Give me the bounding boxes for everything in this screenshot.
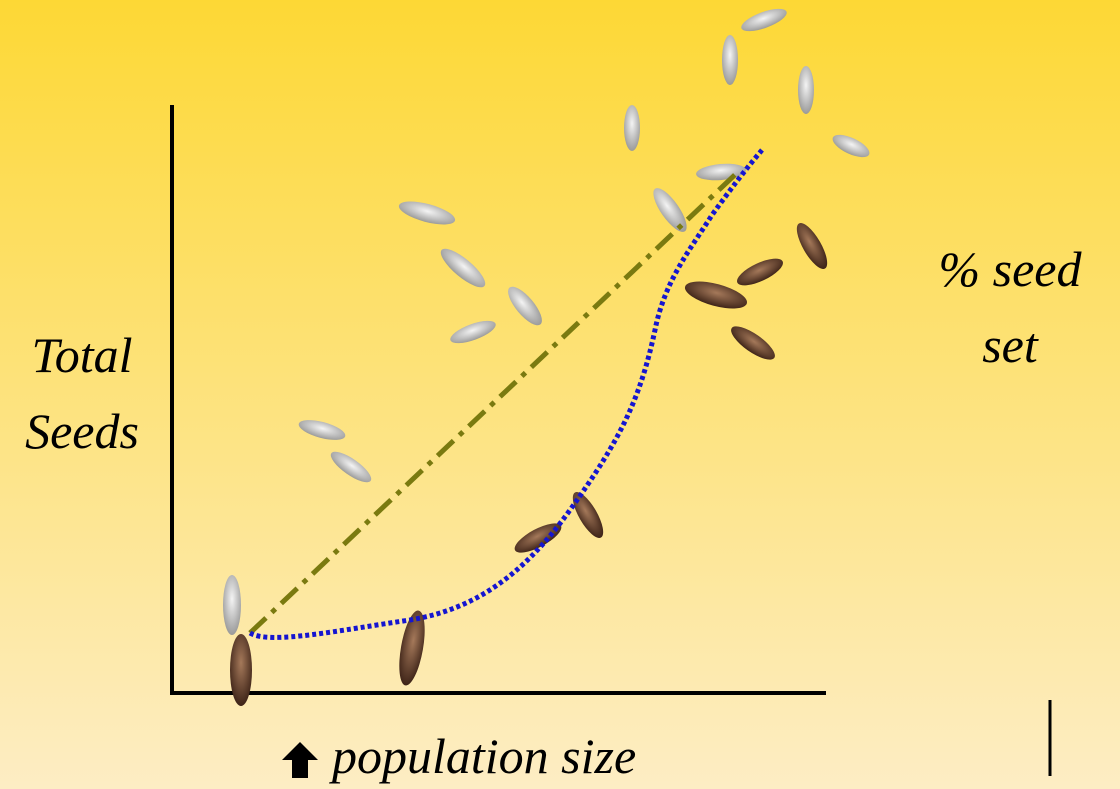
right-label: set	[982, 317, 1039, 373]
seed	[624, 105, 640, 151]
x-axis-label: population size	[329, 728, 636, 784]
y-axis-label: Seeds	[25, 403, 139, 459]
seed	[722, 35, 738, 85]
right-label: % seed	[939, 241, 1083, 297]
seed	[798, 66, 814, 114]
y-axis-label: Total	[31, 327, 132, 383]
slide: Total Seeds % seed set population size	[0, 0, 1120, 789]
seed	[223, 575, 241, 635]
page: Total Seeds % seed set population size (…	[0, 0, 1120, 789]
seed	[230, 634, 252, 706]
background	[0, 0, 1120, 789]
